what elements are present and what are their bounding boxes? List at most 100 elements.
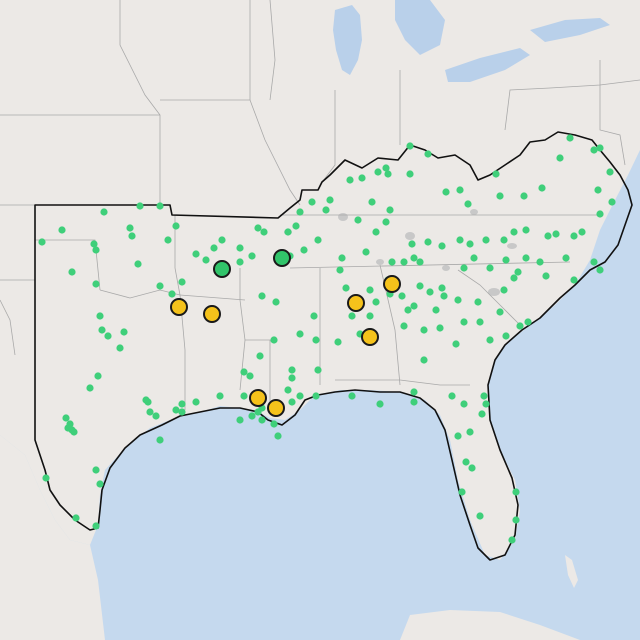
site-dot[interactable] [452,340,460,348]
site-dot[interactable] [256,352,264,360]
site-dot[interactable] [288,398,296,406]
site-dot[interactable] [516,322,524,330]
site-dot[interactable] [408,240,416,248]
site-dot[interactable] [72,514,80,522]
site-dot[interactable] [410,398,418,406]
site-dot[interactable] [312,336,320,344]
site-dot[interactable] [400,258,408,266]
site-dot[interactable] [240,368,248,376]
site-dot[interactable] [254,408,262,416]
site-dot[interactable] [448,392,456,400]
site-dot[interactable] [496,192,504,200]
site-dot[interactable] [420,326,428,334]
site-dot[interactable] [210,244,218,252]
site-dot[interactable] [178,408,186,416]
site-dot[interactable] [62,414,70,422]
site-dot[interactable] [296,330,304,338]
site-dot[interactable] [272,298,280,306]
site-dot[interactable] [312,392,320,400]
site-dot[interactable] [240,392,248,400]
site-dot[interactable] [426,288,434,296]
site-dot[interactable] [510,274,518,282]
site-dot[interactable] [476,512,484,520]
site-dot[interactable] [578,228,586,236]
site-dot[interactable] [466,428,474,436]
site-dot[interactable] [538,184,546,192]
site-dot[interactable] [388,258,396,266]
site-dot[interactable] [382,164,390,172]
site-dot[interactable] [92,522,100,530]
site-dot[interactable] [168,290,176,298]
site-dot[interactable] [156,436,164,444]
site-dot[interactable] [372,298,380,306]
yellow-marker-louisiana-south[interactable] [249,389,267,407]
site-dot[interactable] [116,344,124,352]
site-dot[interactable] [334,338,342,346]
site-dot[interactable] [466,240,474,248]
site-dot[interactable] [362,248,370,256]
site-dot[interactable] [372,228,380,236]
site-dot[interactable] [322,206,330,214]
site-dot[interactable] [284,386,292,394]
site-dot[interactable] [120,328,128,336]
site-dot[interactable] [608,198,616,206]
site-dot[interactable] [300,246,308,254]
site-dot[interactable] [288,366,296,374]
site-dot[interactable] [248,412,256,420]
site-dot[interactable] [454,296,462,304]
site-dot[interactable] [496,308,504,316]
site-dot[interactable] [144,398,152,406]
site-dot[interactable] [492,170,500,178]
site-dot[interactable] [258,292,266,300]
site-dot[interactable] [98,326,106,334]
site-dot[interactable] [542,272,550,280]
site-dot[interactable] [474,298,482,306]
site-dot[interactable] [284,228,292,236]
site-dot[interactable] [348,392,356,400]
site-dot[interactable] [500,286,508,294]
site-dot[interactable] [374,168,382,176]
site-dot[interactable] [406,170,414,178]
site-dot[interactable] [512,488,520,496]
site-dot[interactable] [92,280,100,288]
site-dot[interactable] [274,432,282,440]
site-dot[interactable] [570,232,578,240]
site-dot[interactable] [270,336,278,344]
site-dot[interactable] [566,134,574,142]
site-dot[interactable] [146,408,154,416]
site-dot[interactable] [386,206,394,214]
site-dot[interactable] [296,208,304,216]
site-dot[interactable] [486,336,494,344]
site-dot[interactable] [216,392,224,400]
site-dot[interactable] [236,244,244,252]
site-dot[interactable] [552,230,560,238]
site-dot[interactable] [156,202,164,210]
site-dot[interactable] [172,406,180,414]
site-dot[interactable] [522,254,530,262]
site-dot[interactable] [440,292,448,300]
site-dot[interactable] [596,144,604,152]
site-dot[interactable] [594,186,602,194]
site-dot[interactable] [480,392,488,400]
site-dot[interactable] [92,246,100,254]
site-dot[interactable] [172,222,180,230]
site-dot[interactable] [384,170,392,178]
site-dot[interactable] [96,480,104,488]
yellow-marker-alabama-central[interactable] [361,328,379,346]
site-dot[interactable] [58,226,66,234]
site-dot[interactable] [94,372,102,380]
site-dot[interactable] [400,322,408,330]
site-dot[interactable] [236,416,244,424]
site-dot[interactable] [432,306,440,314]
site-dot[interactable] [420,356,428,364]
yellow-marker-arkansas-west[interactable] [170,298,188,316]
site-dot[interactable] [342,284,350,292]
yellow-marker-alabama-north[interactable] [347,294,365,312]
site-dot[interactable] [416,258,424,266]
site-dot[interactable] [470,254,478,262]
site-dot[interactable] [456,236,464,244]
site-dot[interactable] [346,176,354,184]
site-dot[interactable] [366,312,374,320]
site-dot[interactable] [136,202,144,210]
